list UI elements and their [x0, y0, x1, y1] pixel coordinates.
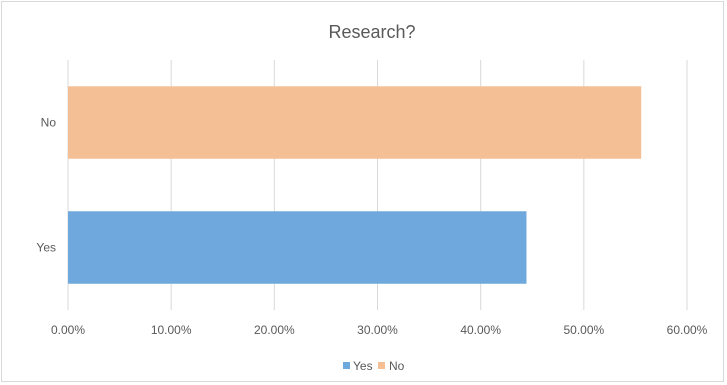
x-tick-label: 20.00% [254, 323, 295, 337]
x-tick-label: 0.00% [51, 323, 85, 337]
x-axis-ticks: 0.00% 10.00% 20.00% 30.00% 40.00% 50.00% 60.00… [51, 323, 708, 337]
x-tick-label: 10.00% [151, 323, 192, 337]
x-tick-label: 50.00% [563, 323, 604, 337]
legend-label-no: No [389, 359, 405, 373]
y-tick-label: No [41, 116, 57, 130]
x-tick-label: 60.00% [667, 323, 708, 337]
y-axis-ticks: No Yes [36, 116, 56, 255]
y-tick-label: Yes [36, 241, 56, 255]
legend: Yes No [343, 359, 405, 373]
chart-title: Research? [328, 22, 415, 42]
legend-label-yes: Yes [353, 359, 373, 373]
bar-no [68, 86, 642, 159]
legend-swatch-yes [343, 362, 350, 369]
bars [68, 86, 642, 284]
x-tick-label: 30.00% [357, 323, 398, 337]
bar-yes [68, 211, 527, 284]
x-tick-label: 40.00% [460, 323, 501, 337]
legend-swatch-no [378, 362, 385, 369]
